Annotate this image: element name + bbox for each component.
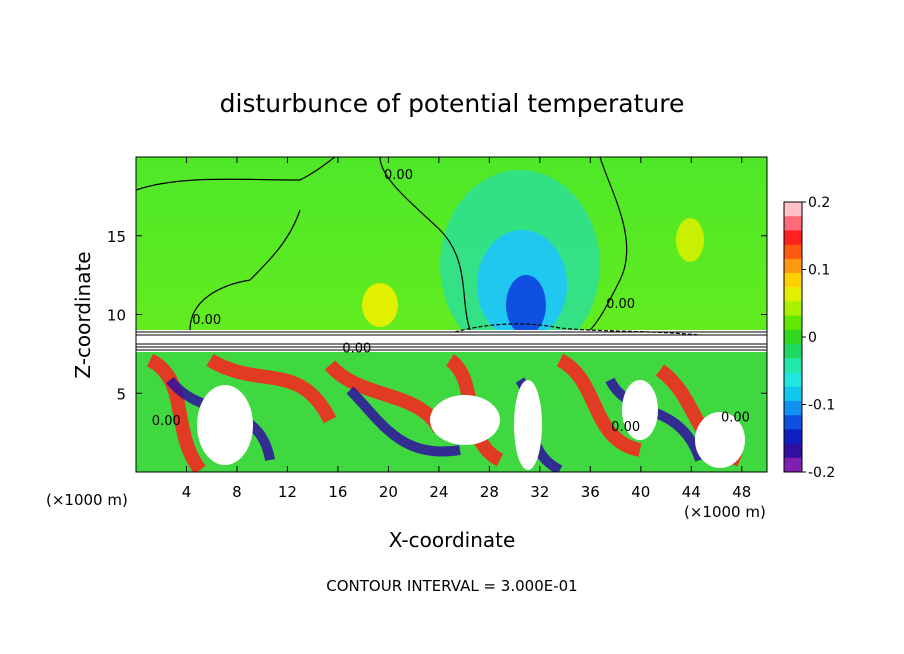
x-tick-label: 16 bbox=[328, 483, 347, 501]
contour-interval-note: CONTOUR INTERVAL = 3.000E-01 bbox=[326, 577, 577, 595]
y-axis-label: Z-coordinate bbox=[71, 251, 95, 378]
cool-plume-core bbox=[506, 275, 546, 335]
white-eddy bbox=[430, 395, 500, 445]
contour-label: 0.00 bbox=[611, 420, 640, 435]
colorbar-swatch bbox=[784, 202, 802, 217]
colorbar: 0.2 0.1 0 -0.1 -0.2 bbox=[783, 195, 835, 481]
x-tick-label: 32 bbox=[530, 483, 549, 501]
colorbar-swatch bbox=[784, 358, 802, 374]
y-tick-label: 15 bbox=[107, 228, 126, 246]
white-eddy bbox=[695, 412, 745, 468]
colorbar-swatch bbox=[784, 273, 802, 288]
colorbar-swatch bbox=[784, 415, 802, 430]
plot-area bbox=[136, 157, 767, 472]
colorbar-swatch bbox=[784, 372, 802, 388]
white-eddy bbox=[622, 380, 658, 440]
x-tick-label: 20 bbox=[379, 483, 398, 501]
x-tick-label: 4 bbox=[182, 483, 192, 501]
colorbar-swatch bbox=[784, 258, 802, 274]
colorbar-swatch bbox=[784, 386, 802, 402]
colorbar-swatch bbox=[784, 244, 802, 260]
colorbar-tick-label: -0.1 bbox=[808, 398, 835, 414]
x-tick-label: 8 bbox=[232, 483, 242, 501]
y-tick-label: 10 bbox=[107, 307, 126, 325]
colorbar-swatch bbox=[784, 329, 802, 345]
colorbar-swatch bbox=[784, 230, 802, 246]
x-tick-label: 36 bbox=[581, 483, 600, 501]
contour-label: 0.00 bbox=[606, 297, 635, 312]
y-axis: 5 10 15 bbox=[107, 228, 767, 403]
colorbar-swatch bbox=[784, 315, 802, 331]
white-eddy bbox=[197, 385, 253, 465]
colorbar-tick-label: 0.1 bbox=[808, 263, 830, 279]
x-tick-label: 40 bbox=[631, 483, 650, 501]
inversion-wave bbox=[454, 323, 701, 336]
warm-patch bbox=[362, 283, 398, 327]
x-tick-label: 48 bbox=[732, 483, 751, 501]
colorbar-swatch bbox=[784, 400, 802, 416]
x-unit-right: (×1000 m) bbox=[684, 503, 766, 521]
x-axis-label: X-coordinate bbox=[389, 528, 516, 552]
x-tick-label: 44 bbox=[682, 483, 701, 501]
contour-label: 0.00 bbox=[192, 313, 221, 328]
y-tick-label: 5 bbox=[116, 385, 126, 403]
warm-patch bbox=[676, 218, 704, 262]
colorbar-tick-label: -0.2 bbox=[808, 465, 835, 481]
contour-label: 0.00 bbox=[152, 414, 181, 429]
x-tick-label: 28 bbox=[480, 483, 499, 501]
x-tick-label: 24 bbox=[429, 483, 448, 501]
x-unit-left: (×1000 m) bbox=[46, 491, 128, 509]
white-eddy bbox=[514, 380, 542, 470]
contour-label: 0.00 bbox=[721, 411, 750, 426]
colorbar-tick-label: 0.2 bbox=[808, 195, 830, 211]
colorbar-swatch bbox=[784, 344, 802, 359]
inversion-lines bbox=[136, 331, 767, 351]
contour-label: 0.00 bbox=[384, 168, 413, 183]
colorbar-tick-label: 0 bbox=[808, 330, 817, 346]
colorbar-swatch bbox=[784, 443, 802, 459]
contour-label: 0.00 bbox=[342, 341, 371, 356]
colorbar-swatch bbox=[784, 457, 802, 473]
colorbar-swatch bbox=[784, 429, 802, 445]
colorbar-swatch bbox=[784, 287, 802, 302]
zero-contour bbox=[136, 157, 628, 331]
contour-labels: 0.00 0.00 0.00 0.00 0.00 0.00 0.00 bbox=[152, 168, 750, 435]
chart-title: disturbunce of potential temperature bbox=[220, 89, 685, 118]
colorbar-swatch bbox=[784, 216, 802, 231]
x-axis: 4 8 12 16 20 24 28 32 36 40 44 48 bbox=[182, 157, 751, 501]
x-tick-label: 12 bbox=[278, 483, 297, 501]
colorbar-swatch bbox=[784, 301, 802, 317]
